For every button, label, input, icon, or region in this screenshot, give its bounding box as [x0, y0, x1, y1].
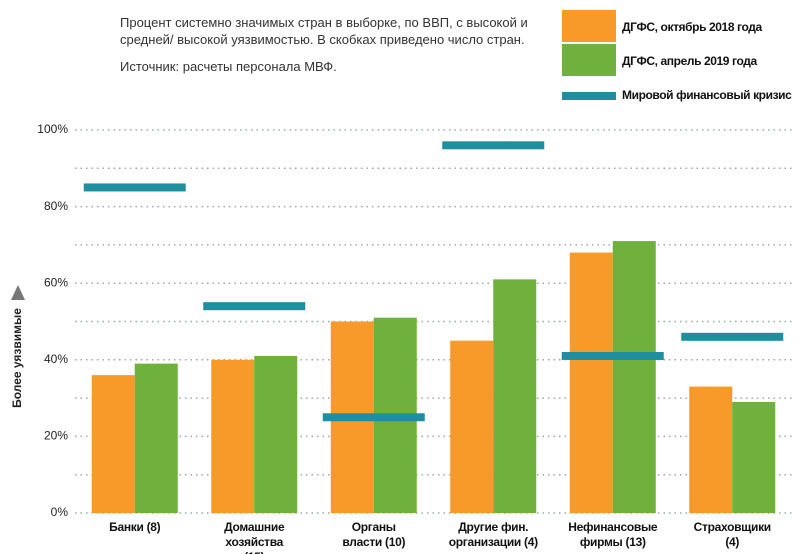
- bar: [612, 241, 656, 513]
- crisis-marker: [322, 413, 425, 422]
- bar: [211, 359, 255, 513]
- x-tick-label: Нефинансовые фирмы (13): [568, 520, 658, 549]
- crisis-marker: [203, 302, 306, 311]
- bar: [91, 375, 135, 513]
- y-tick-label: 80%: [44, 199, 68, 213]
- bar: [493, 279, 537, 513]
- crisis-marker: [561, 351, 664, 360]
- note: Процент системно значимых стран в выборк…: [120, 14, 540, 75]
- x-tick-label: Банки (8): [109, 520, 161, 534]
- x-tick-label: Органы власти (10): [342, 520, 406, 549]
- crisis-marker: [681, 332, 784, 341]
- bar: [569, 252, 613, 513]
- y-tick-label: 40%: [44, 352, 68, 366]
- y-axis-arrow: [11, 285, 25, 300]
- x-tick-label: Страховщики (4): [693, 520, 772, 549]
- bar: [689, 386, 733, 513]
- source: Источник: расчеты персонала МВФ.: [120, 59, 337, 74]
- crisis-marker: [83, 183, 186, 192]
- legend-label: ДГФС, октябрь 2018 года: [622, 20, 762, 34]
- legend-swatch: [562, 10, 616, 42]
- bar: [134, 363, 178, 513]
- crisis-marker: [442, 141, 545, 150]
- legend-label: Мировой финансовый кризис: [622, 88, 792, 102]
- bar: [254, 355, 298, 513]
- x-tick-label: Домашние хозяйства (15): [224, 520, 285, 554]
- y-tick-label: 60%: [44, 275, 68, 289]
- legend-swatch: [562, 44, 616, 76]
- y-tick-label: 20%: [44, 429, 68, 443]
- y-axis-label: Более уязвимые: [10, 308, 24, 408]
- bar: [450, 340, 494, 513]
- y-tick-label: 100%: [37, 122, 68, 136]
- x-tick-label: Другие фин. организации (4): [448, 520, 538, 549]
- legend-label: ДГФС, апрель 2019 года: [622, 54, 757, 68]
- legend-swatch: [562, 92, 616, 100]
- bar: [732, 401, 776, 513]
- y-tick-label: 0%: [51, 505, 69, 519]
- subtitle: Процент системно значимых стран в выборк…: [120, 15, 528, 47]
